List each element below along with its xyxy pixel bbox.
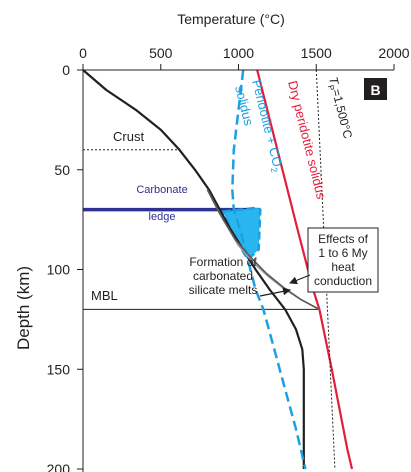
y-axis-title: Depth (km) (14, 266, 33, 350)
x-tick-label-500: 500 (149, 45, 173, 61)
formation-annotation-1: Formation of (189, 255, 257, 269)
formation-annotation-2: carbonated (193, 269, 253, 283)
potential-temperature-label: TP=1,500°C (324, 75, 355, 141)
axis-ticks: 0 500 1000 1500 2000 0 50 100 150 200 (47, 45, 410, 472)
crust-label: Crust (113, 129, 144, 144)
series-line-3 (315, 69, 336, 470)
y-tick-label-100: 100 (47, 262, 71, 278)
x-tick-label-1000: 1000 (223, 45, 254, 61)
series-line-1 (231, 69, 307, 470)
series-line-2 (256, 69, 354, 470)
y-tick-label-150: 150 (47, 361, 71, 377)
panel-label: B (370, 82, 380, 98)
series-line-0 (82, 69, 305, 469)
carbonate-ledge-label-1: Carbonate (136, 184, 187, 196)
y-tick-label-200: 200 (47, 461, 71, 472)
conduction-annotation-4: conduction (314, 274, 372, 288)
y-tick-label-0: 0 (62, 62, 70, 78)
x-axis-title: Temperature (°C) (177, 11, 285, 27)
conduction-annotation-2: 1 to 6 My (318, 246, 367, 260)
conduction-annotation-box (307, 227, 379, 293)
series-line-5 (206, 189, 320, 311)
x-tick-label-1500: 1500 (301, 45, 332, 61)
panel-label-box (364, 78, 387, 100)
formation-annotation-3: silicate melts (189, 283, 258, 297)
carbonate-ledge-label-2: ledge (149, 211, 176, 223)
y-tick-label-50: 50 (54, 162, 70, 178)
conduction-annotation-1: Effects of (318, 232, 368, 246)
peridotite-co2-label: Peridotite + CO2 (247, 78, 286, 174)
formation-arrow (259, 287, 291, 297)
conduction-annotation-3: heat (331, 260, 355, 274)
x-tick-label-0: 0 (79, 45, 87, 61)
mbl-label: MBL (91, 288, 118, 303)
conduction-arrow (289, 274, 311, 285)
x-tick-label-2000: 2000 (378, 45, 409, 61)
series-lines (82, 69, 354, 470)
dry-solidus-label: Dry peridotite solidus (285, 79, 329, 201)
